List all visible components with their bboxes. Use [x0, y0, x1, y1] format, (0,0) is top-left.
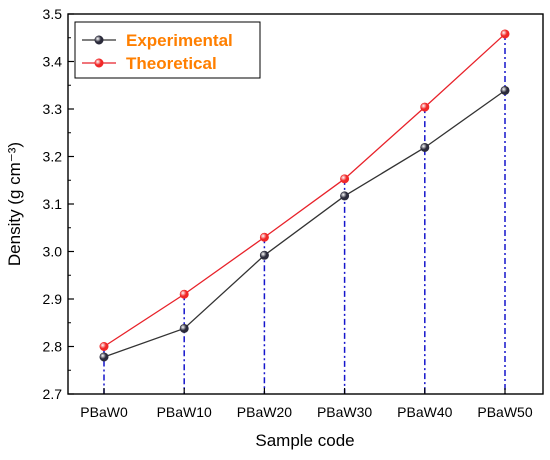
y-tick-label: 2.8: [43, 339, 63, 355]
y-tick-label: 3.2: [43, 149, 63, 165]
y-tick-label: 2.7: [43, 386, 63, 402]
marker-experimental-PBaW40: [420, 142, 430, 152]
series-line-experimental: [103, 89, 506, 358]
legend-label-theoretical: Theoretical: [126, 54, 217, 73]
y-axis-title: Density (g cm⁻³): [5, 142, 24, 266]
y-tick-label: 3.4: [43, 54, 63, 70]
marker-theoretical-PBaW50: [500, 29, 510, 39]
x-tick-label: PBaW50: [477, 404, 532, 420]
legend-marker-experimental: [94, 35, 104, 45]
marker-experimental-PBaW10: [179, 323, 189, 333]
marker-theoretical-PBaW20: [259, 232, 269, 242]
marker-experimental-PBaW0: [99, 352, 109, 362]
legend-label-experimental: Experimental: [126, 31, 233, 50]
legend-box: [74, 21, 261, 79]
marker-experimental-PBaW20: [259, 250, 269, 260]
y-tick-label: 3.0: [43, 244, 63, 260]
y-tick-label: 2.9: [43, 291, 63, 307]
y-tick-label: 3.3: [43, 101, 63, 117]
marker-theoretical-PBaW0: [99, 341, 109, 351]
y-tick-label: 3.1: [43, 196, 63, 212]
y-tick-label: 3.5: [43, 6, 63, 22]
x-axis-title: Sample code: [255, 431, 354, 450]
x-tick-label: PBaW20: [237, 404, 292, 420]
x-tick-label: PBaW0: [80, 404, 128, 420]
marker-theoretical-PBaW40: [420, 102, 430, 112]
x-tick-label: PBaW40: [397, 404, 452, 420]
x-tick-label: PBaW10: [157, 404, 212, 420]
legend: Experimental Theoretical: [74, 21, 261, 79]
marker-theoretical-PBaW10: [179, 289, 189, 299]
marker-theoretical-PBaW30: [340, 174, 350, 184]
series-line-theoretical: [103, 33, 506, 348]
x-tick-label: PBaW30: [317, 404, 372, 420]
marker-experimental-PBaW30: [340, 191, 350, 201]
marker-experimental-PBaW50: [500, 85, 510, 95]
legend-marker-theoretical: [94, 58, 104, 68]
